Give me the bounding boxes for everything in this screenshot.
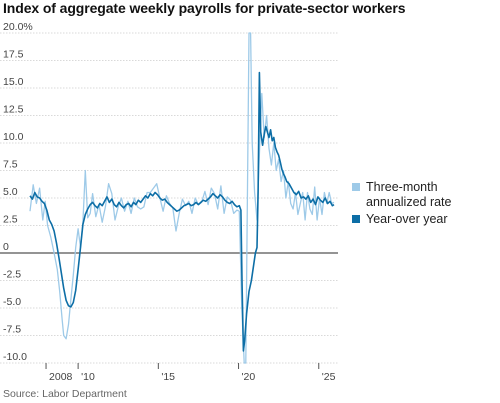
- y-tick-label: -2.5: [3, 269, 21, 281]
- legend-label-three-month: Three-month annualized rate: [366, 180, 452, 209]
- legend-swatch-three-month: [352, 183, 360, 191]
- y-tick-label: 5.0: [3, 186, 18, 198]
- legend-swatch-year-over-year: [352, 215, 360, 223]
- y-tick-label: -10.0: [3, 351, 27, 363]
- x-tick-label: '25: [322, 371, 336, 383]
- legend-item-three-month: Three-month annualized rate: [352, 180, 497, 210]
- y-tick-label: 10.0: [3, 131, 24, 143]
- series-line-three-month: [29, 32, 335, 364]
- y-tick-label: 20.0%: [3, 21, 33, 33]
- chart-title: Index of aggregate weekly payrolls for p…: [3, 0, 406, 16]
- tick-layer: 20.0% 17.5 15.0 12.5 10.0 7.5 5.0 2.5 0 -2.5 -5.0 -…: [3, 21, 336, 383]
- legend-label-year-over-year: Year-over year: [366, 212, 448, 226]
- y-tick-label: 12.5: [3, 104, 24, 116]
- y-tick-label: 17.5: [3, 49, 24, 61]
- x-tick-label: '20: [242, 371, 256, 383]
- x-tick-label: '15: [161, 371, 175, 383]
- source-note: Source: Labor Department: [3, 388, 127, 400]
- y-tick-label: 7.5: [3, 159, 18, 171]
- legend-item-year-over-year: Year-over year: [352, 212, 497, 227]
- y-tick-label: -7.5: [3, 324, 21, 336]
- y-tick-label: -5.0: [3, 296, 21, 308]
- chart-legend: Three-month annualized rate Year-over ye…: [352, 180, 497, 229]
- x-tick-label: 2008: [49, 371, 73, 383]
- series-line-year-over-year: [29, 71, 335, 352]
- x-tick-label: '10: [81, 371, 95, 383]
- series-layer: [29, 32, 335, 364]
- y-tick-label: 15.0: [3, 76, 24, 88]
- grid-layer: [0, 32, 338, 364]
- y-tick-label: 2.5: [3, 214, 18, 226]
- y-tick-label: 0: [3, 241, 9, 253]
